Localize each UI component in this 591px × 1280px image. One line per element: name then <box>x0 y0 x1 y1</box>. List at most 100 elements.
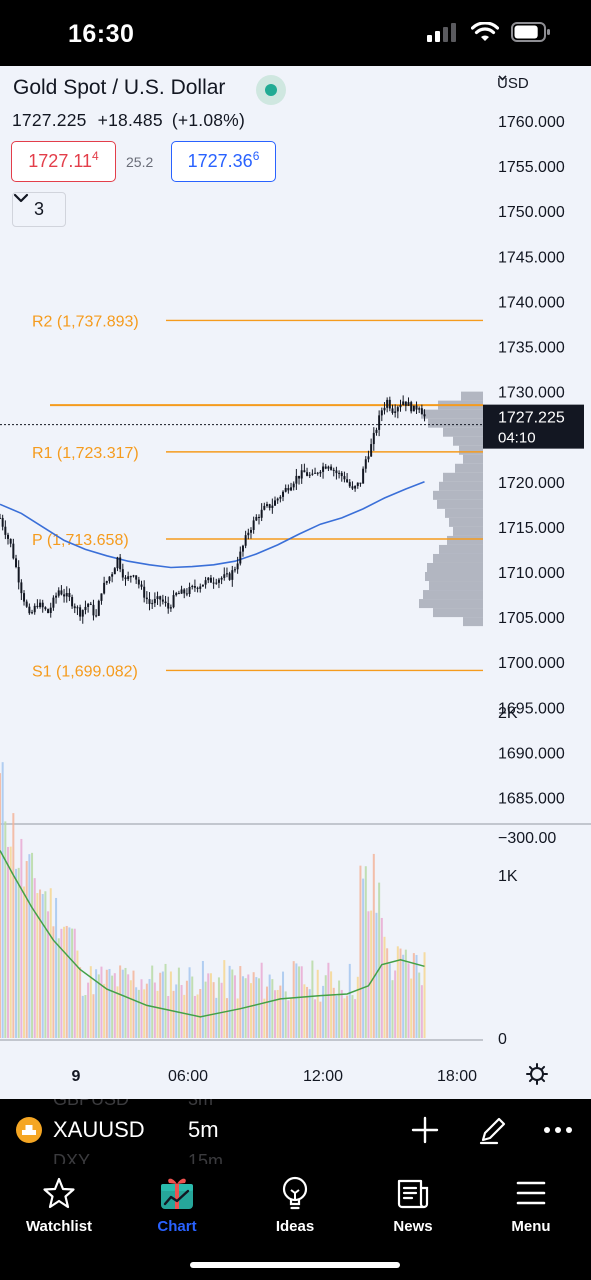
plus-icon[interactable] <box>410 1115 440 1145</box>
volume-bar <box>185 980 188 1038</box>
volume-profile-bar <box>427 562 483 572</box>
candle-body <box>356 482 359 486</box>
candle <box>322 462 325 479</box>
candle <box>159 595 162 607</box>
tab-label: Chart <box>157 1218 197 1235</box>
candle <box>404 401 407 412</box>
tab-bar: Watchlist Chart <box>0 1164 591 1280</box>
candle-body <box>231 570 234 580</box>
volume-bar <box>156 990 159 1038</box>
candle <box>151 599 154 609</box>
volume-bar <box>71 928 74 1038</box>
volume-bar <box>92 994 95 1038</box>
sell-button[interactable]: 1727.11 4 <box>11 141 116 182</box>
candle-body <box>79 607 82 617</box>
candle <box>84 600 87 615</box>
volume-bar <box>340 989 343 1038</box>
chart-canvas[interactable]: R2 (1,737.893)R1 (1,723.317)P (1,713.658… <box>0 66 591 1099</box>
price-axis-label: 1685.000 <box>498 791 565 808</box>
volume-bar <box>49 888 52 1038</box>
candle-body <box>287 488 290 491</box>
candle-body <box>311 473 314 475</box>
symbol-title[interactable]: Gold Spot / U.S. Dollar <box>13 76 226 99</box>
candle <box>276 497 279 504</box>
volume-bar <box>225 998 228 1038</box>
candle <box>49 602 52 618</box>
symbol-selector[interactable]: XAUUSD <box>53 1117 145 1142</box>
candle <box>132 574 135 578</box>
gear-icon[interactable] <box>526 1063 548 1085</box>
interval-selector[interactable]: 5m <box>188 1117 219 1142</box>
candle-body <box>257 516 260 518</box>
volume-axis-label: 1K <box>498 868 518 885</box>
candle-body <box>7 534 10 539</box>
volume-profile-bar <box>419 599 483 609</box>
candle <box>156 591 159 605</box>
volume-bar <box>180 985 183 1038</box>
studies-toggle-button[interactable]: 3 <box>12 192 66 227</box>
volume-bar <box>15 868 18 1038</box>
volume-bar <box>223 960 226 1038</box>
candle <box>60 585 63 596</box>
buy-button[interactable]: 1727.36 6 <box>171 141 276 182</box>
volume-bar <box>39 889 42 1038</box>
volume-bar <box>95 969 98 1038</box>
candle <box>25 599 28 608</box>
volume-bar <box>298 966 301 1038</box>
tab-watchlist[interactable]: Watchlist <box>4 1174 114 1235</box>
candle <box>100 593 103 605</box>
cellular-signal-icon <box>427 23 456 42</box>
current-price-tag-value: 1727.225 <box>498 410 565 427</box>
candle-body <box>367 456 370 460</box>
currency-selector[interactable]: USD <box>497 75 529 92</box>
candle <box>193 579 196 592</box>
candle-body <box>49 607 52 613</box>
candle-body <box>266 504 268 506</box>
candle <box>249 527 252 539</box>
candle <box>343 471 346 483</box>
volume-bar <box>332 987 335 1038</box>
candle-body <box>65 593 68 597</box>
candle-body <box>172 595 175 608</box>
volume-bar <box>28 854 31 1038</box>
pencil-icon[interactable] <box>477 1114 509 1146</box>
volume-bar <box>423 952 426 1038</box>
candle-body <box>132 575 135 577</box>
candle-body <box>156 596 159 599</box>
volume-bar <box>100 966 103 1038</box>
volume-profile-bar <box>445 508 483 518</box>
volume-bar <box>343 998 346 1038</box>
tab-chart[interactable]: Chart <box>122 1174 232 1235</box>
more-options-icon[interactable] <box>543 1125 573 1135</box>
volume-profile-bar <box>463 617 483 627</box>
candle-body <box>151 603 154 605</box>
candle <box>65 586 68 603</box>
candle-body <box>47 609 50 613</box>
price-change: +18.485 <box>97 110 163 130</box>
candle-body <box>402 401 405 405</box>
candle-body <box>175 593 178 596</box>
tab-news[interactable]: News <box>358 1174 468 1235</box>
candle-body <box>396 407 399 412</box>
volume-bar <box>63 926 66 1038</box>
time-axis-label: 18:00 <box>437 1068 477 1085</box>
candle-body <box>394 411 397 413</box>
candle-body <box>135 575 138 580</box>
candle <box>268 503 271 511</box>
tab-ideas[interactable]: Ideas <box>240 1174 350 1235</box>
candle-body <box>308 474 311 476</box>
candle <box>282 490 285 502</box>
tab-menu[interactable]: Menu <box>476 1174 586 1235</box>
chart-area[interactable]: R2 (1,737.893) R1 (1,723.317) P (1,713.658… <box>0 66 591 1099</box>
candle <box>252 516 255 534</box>
volume-bar <box>362 878 365 1038</box>
volume-bar <box>402 954 405 1038</box>
price-axis-label: 1740.000 <box>498 294 565 311</box>
candle-body <box>100 593 103 601</box>
candle <box>12 538 15 560</box>
candle-body <box>148 599 151 604</box>
ghost-interval: 3m <box>188 1099 214 1109</box>
candle-body <box>415 405 418 410</box>
candle <box>169 604 172 612</box>
candle-body <box>290 487 293 491</box>
